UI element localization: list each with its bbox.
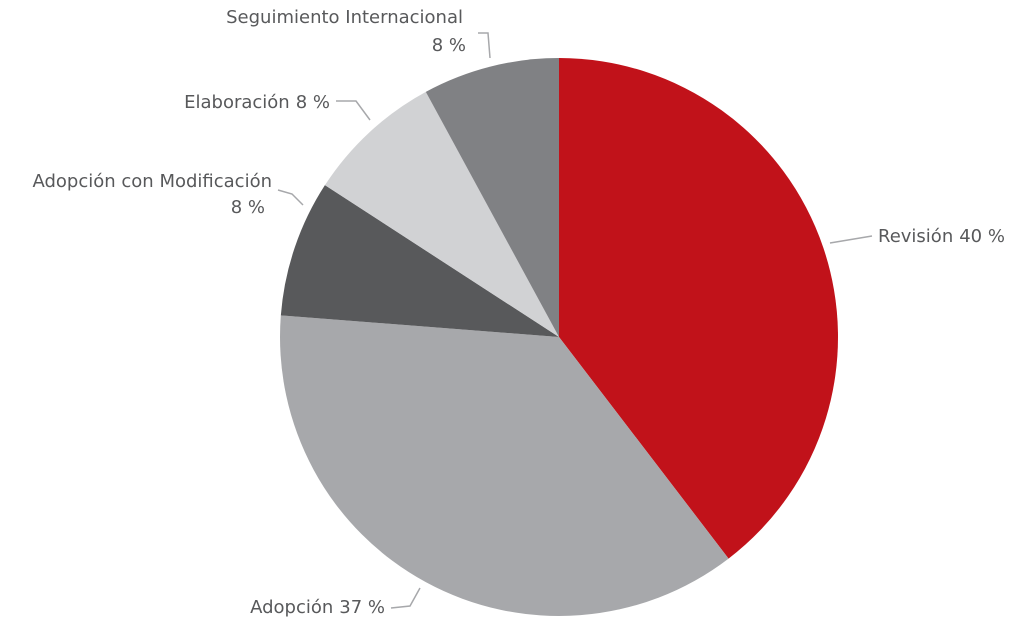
slice-label: Adopción con Modificación bbox=[33, 171, 273, 192]
pie bbox=[280, 57, 838, 616]
value-label: 8 % bbox=[296, 92, 330, 113]
pie-slice bbox=[280, 185, 559, 337]
pie-slice bbox=[280, 315, 729, 616]
leader-line bbox=[336, 100, 371, 121]
category-name: Adopción bbox=[250, 597, 333, 618]
value-label: 8 % bbox=[231, 197, 265, 218]
value-label: 40 % bbox=[959, 226, 1005, 247]
pie-slice bbox=[324, 91, 559, 337]
leader-line bbox=[390, 587, 421, 609]
category-name: Elaboración bbox=[184, 92, 290, 113]
value-label: 8 % bbox=[432, 35, 466, 56]
pie-slice bbox=[425, 57, 559, 337]
category-name: Revisión bbox=[878, 226, 953, 247]
leader-line bbox=[277, 189, 304, 206]
leader-line bbox=[478, 32, 491, 59]
slice-label: Adopción 37 % bbox=[250, 597, 385, 618]
slice-label: Revisión 40 % bbox=[878, 226, 1005, 247]
leader-line bbox=[829, 235, 873, 244]
slice-label: Elaboración 8 % bbox=[184, 92, 330, 113]
pie-slice bbox=[559, 58, 838, 559]
slice-label: Seguimiento Internacional bbox=[226, 7, 463, 28]
value-label: 37 % bbox=[339, 597, 385, 618]
leaders bbox=[277, 32, 873, 609]
